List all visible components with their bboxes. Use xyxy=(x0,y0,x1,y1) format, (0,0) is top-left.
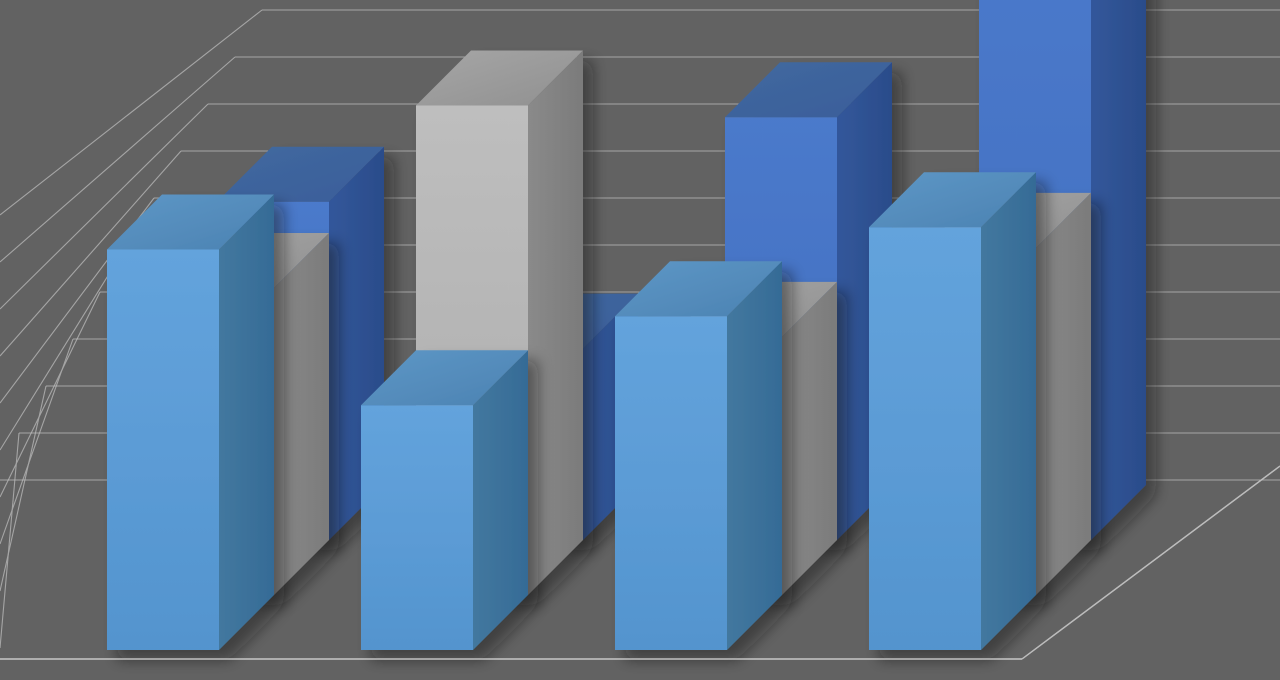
bar-front-group-2[interactable] xyxy=(361,350,528,650)
bar-side-face xyxy=(782,281,837,595)
bar-side-face xyxy=(727,261,782,650)
bar-front-group-3[interactable] xyxy=(615,261,782,650)
bar-side-face xyxy=(981,172,1036,650)
bar-top-face xyxy=(416,50,583,106)
bar-front-face xyxy=(615,316,727,650)
bar-side-face xyxy=(1036,192,1091,595)
bar-top-face xyxy=(361,350,528,406)
bar-top-face xyxy=(615,261,782,317)
bar-front-face xyxy=(107,249,219,650)
bar-side-face xyxy=(473,350,528,650)
bar-side-face xyxy=(219,194,274,650)
bar-front-group-1[interactable] xyxy=(107,194,274,651)
bar-top-face xyxy=(217,146,384,202)
bar-side-face xyxy=(274,232,329,595)
bar-top-face xyxy=(107,194,274,250)
bar-front-group-4[interactable] xyxy=(869,172,1036,650)
bar-side-face xyxy=(1091,0,1146,540)
bar-side-face xyxy=(528,50,583,595)
floor-front-edge-overlay xyxy=(0,465,1280,660)
bar-top-face xyxy=(725,62,892,118)
bar-top-face xyxy=(869,172,1036,228)
series-front-light-blue xyxy=(107,172,1036,650)
bar-front-face xyxy=(869,227,981,650)
bar-front-face xyxy=(361,405,473,650)
